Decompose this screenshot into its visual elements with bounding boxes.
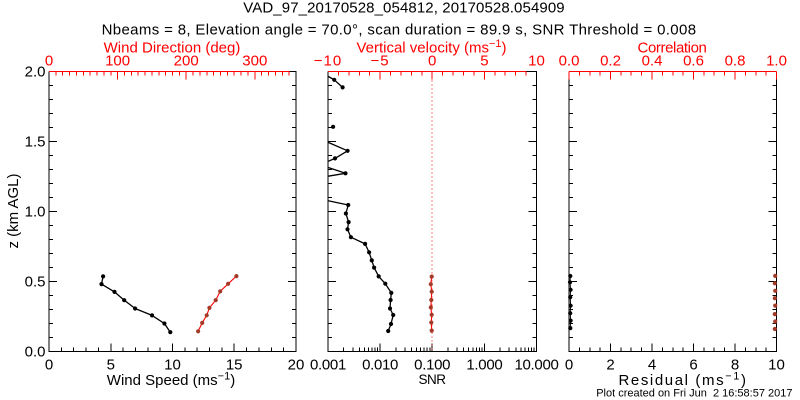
svg-text:0: 0 — [565, 356, 573, 373]
svg-text:1.0: 1.0 — [766, 52, 787, 69]
svg-text:−5: −5 — [371, 52, 390, 69]
svg-text:0.001: 0.001 — [310, 356, 346, 373]
svg-text:10: 10 — [528, 52, 545, 69]
svg-text:Wind Direction (deg): Wind Direction (deg) — [104, 39, 241, 56]
svg-text:0.0: 0.0 — [25, 343, 46, 360]
svg-text:Vertical velocity (ms−1): Vertical velocity (ms−1) — [356, 38, 506, 57]
svg-text:300: 300 — [242, 52, 267, 69]
svg-text:Residual (ms−1): Residual (ms−1) — [618, 371, 747, 390]
svg-text:Plot created on Fri Jun 2 16:: Plot created on Fri Jun 2 16:58:57 2017 — [596, 388, 792, 400]
svg-text:20: 20 — [288, 356, 305, 373]
svg-text:15: 15 — [226, 356, 243, 373]
svg-text:Wind Speed (ms−1): Wind Speed (ms−1) — [107, 371, 235, 390]
svg-text:1.0: 1.0 — [25, 203, 46, 220]
svg-text:0.2: 0.2 — [600, 52, 621, 69]
svg-text:Correlation: Correlation — [638, 39, 707, 56]
svg-text:−10: −10 — [314, 52, 342, 69]
svg-text:4: 4 — [648, 356, 656, 373]
svg-text:10: 10 — [164, 356, 181, 373]
svg-text:6: 6 — [689, 356, 697, 373]
svg-text:2: 2 — [606, 356, 614, 373]
svg-text:1.000: 1.000 — [466, 356, 502, 373]
svg-text:0.0: 0.0 — [559, 52, 580, 69]
svg-text:8: 8 — [731, 356, 739, 373]
svg-text:SNR: SNR — [418, 372, 446, 387]
svg-text:0.010: 0.010 — [362, 356, 398, 373]
svg-text:z (km AGL): z (km AGL) — [5, 173, 22, 248]
svg-text:0: 0 — [45, 52, 53, 69]
svg-text:5: 5 — [107, 356, 115, 373]
svg-text:VAD_97_20170528_054812, 201705: VAD_97_20170528_054812, 20170528.054909 — [243, 0, 564, 17]
svg-text:1.5: 1.5 — [25, 133, 46, 150]
svg-text:0.4: 0.4 — [642, 52, 663, 69]
svg-text:0: 0 — [428, 52, 436, 69]
svg-text:0.100: 0.100 — [414, 356, 450, 373]
svg-text:0: 0 — [45, 356, 53, 373]
svg-text:Nbeams = 8, Elevation angle =: Nbeams = 8, Elevation angle = 70.0°, sca… — [102, 21, 697, 38]
svg-text:2.0: 2.0 — [25, 63, 46, 80]
svg-text:100: 100 — [105, 52, 130, 69]
svg-text:5: 5 — [480, 52, 488, 69]
svg-text:0.6: 0.6 — [683, 52, 704, 69]
svg-text:10: 10 — [768, 356, 785, 373]
svg-text:200: 200 — [174, 52, 199, 69]
svg-text:10.000: 10.000 — [514, 356, 558, 373]
svg-text:0.8: 0.8 — [725, 52, 746, 69]
svg-text:0.5: 0.5 — [25, 273, 46, 290]
